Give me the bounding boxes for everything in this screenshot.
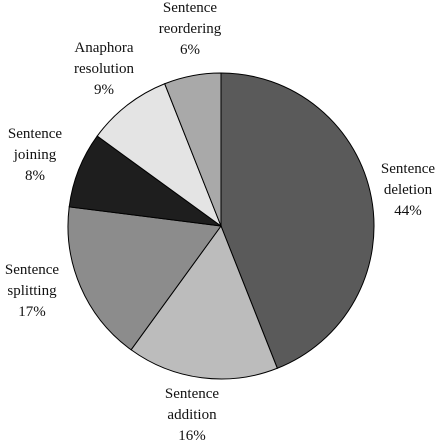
pie-slice-sentence-addition [130, 224, 278, 380]
pie-slice-sentence-splitting [67, 206, 222, 351]
slice-name-label: Sentence [163, 0, 217, 16]
slice-name-label: Sentence [381, 161, 435, 177]
slice-name-label: deletion [384, 182, 433, 198]
slice-name-label: joining [13, 147, 57, 163]
pie-slice-sentence-reordering [164, 72, 222, 227]
pie-slice-anaphora-resolution [96, 83, 223, 228]
slice-name-label: Anaphora [74, 40, 133, 56]
slice-percent-label: 44% [394, 203, 422, 219]
slice-label: Sentence splitting 17% [5, 262, 59, 320]
slice-name-label: splitting [7, 283, 57, 299]
pie-slice-sentence-deletion [220, 72, 375, 369]
slice-percent-label: 9% [94, 82, 114, 98]
slice-label: Sentence addition 16% [165, 386, 219, 444]
slice-labels: Sentence deletion 44%Sentence addition 16%Se… [5, 0, 435, 444]
slice-name-label: Sentence [165, 386, 219, 402]
pie-slices [67, 72, 375, 380]
slice-name-label: Sentence [8, 126, 62, 142]
slice-name-label: reordering [159, 21, 222, 37]
slice-label: Anaphora resolution 9% [74, 40, 134, 98]
slice-percent-label: 6% [180, 42, 200, 58]
slice-label: Sentence reordering 6% [159, 0, 222, 58]
slice-percent-label: 16% [178, 428, 206, 444]
slice-percent-label: 17% [18, 304, 46, 320]
slice-name-label: addition [167, 407, 217, 423]
slice-name-label: Sentence [5, 262, 59, 278]
slice-label: Sentence deletion 44% [381, 161, 435, 219]
slice-label: Sentence joining 8% [8, 126, 62, 184]
slice-name-label: resolution [74, 61, 134, 77]
slice-percent-label: 8% [25, 168, 45, 184]
